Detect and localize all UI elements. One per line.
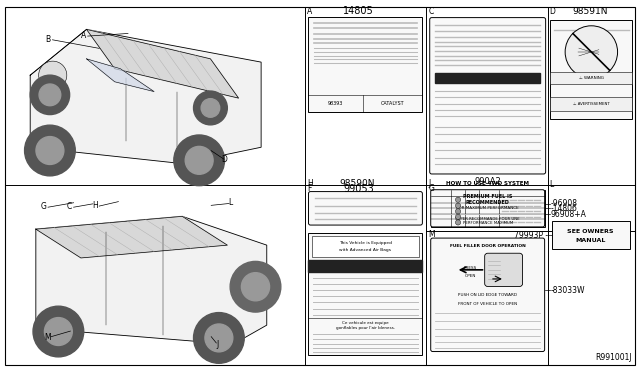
Text: -14806: -14806 (550, 204, 577, 213)
Text: CATALYST: CATALYST (381, 100, 404, 106)
Text: 99053: 99053 (343, 184, 374, 194)
Text: FRONT OF VEHICLE TO OPEN: FRONT OF VEHICLE TO OPEN (458, 302, 517, 306)
Circle shape (30, 75, 70, 115)
Bar (435, 73, 540, 83)
Text: F: F (307, 185, 312, 193)
Text: 98393: 98393 (328, 100, 344, 106)
Text: FUEL FILLER DOOR OPERATION: FUEL FILLER DOOR OPERATION (450, 244, 525, 248)
Circle shape (174, 135, 225, 186)
Circle shape (456, 209, 461, 214)
Text: PRESS: PRESS (464, 266, 477, 270)
Bar (308, 17, 422, 112)
Text: J: J (216, 340, 219, 349)
Polygon shape (36, 217, 267, 344)
Text: D: D (549, 7, 555, 16)
Text: M: M (45, 333, 51, 342)
Bar (431, 190, 545, 227)
Text: 79993P -: 79993P - (514, 231, 548, 240)
Text: 98591N: 98591N (572, 7, 608, 16)
Text: ⚠ WARNING: ⚠ WARNING (579, 76, 604, 80)
Text: L: L (228, 198, 232, 207)
Circle shape (33, 306, 84, 357)
Text: PUSH ON LID EDGE TOWARD: PUSH ON LID EDGE TOWARD (458, 293, 517, 297)
Text: PREMIUM FUEL IS: PREMIUM FUEL IS (463, 194, 513, 199)
Circle shape (185, 147, 213, 174)
Text: ⚠ AVERTISSEMENT: ⚠ AVERTISSEMENT (573, 102, 610, 106)
Circle shape (230, 262, 281, 312)
Circle shape (205, 324, 233, 352)
Text: Ce vehicule est equipe: Ce vehicule est equipe (342, 321, 388, 326)
Polygon shape (86, 29, 239, 98)
FancyBboxPatch shape (431, 190, 545, 227)
Text: D: D (221, 155, 227, 164)
FancyBboxPatch shape (484, 253, 523, 286)
Text: RECOMMENDED: RECOMMENDED (466, 200, 509, 205)
Text: H: H (92, 201, 97, 210)
FancyBboxPatch shape (431, 238, 545, 352)
Bar (550, 97, 632, 111)
Text: 14805: 14805 (343, 6, 374, 16)
Text: MANUAL: MANUAL (575, 238, 606, 243)
Text: G: G (428, 185, 434, 193)
Text: SEE OWNERS: SEE OWNERS (568, 229, 614, 234)
Circle shape (241, 273, 269, 301)
Text: HOW TO USE 4WD SYSTEM: HOW TO USE 4WD SYSTEM (446, 181, 529, 186)
Circle shape (456, 214, 461, 219)
Text: A: A (307, 7, 312, 16)
Circle shape (44, 318, 72, 346)
Text: 990A2: 990A2 (474, 177, 501, 186)
Bar (552, 221, 630, 249)
Circle shape (193, 91, 227, 125)
Text: M: M (428, 230, 435, 239)
Circle shape (456, 203, 461, 208)
FancyBboxPatch shape (429, 17, 546, 174)
Circle shape (24, 125, 76, 176)
Text: R991001J: R991001J (596, 353, 632, 362)
Bar (550, 72, 632, 84)
Circle shape (456, 220, 461, 225)
Text: gonflables pour l'air bleness.: gonflables pour l'air bleness. (336, 326, 395, 330)
Text: -83033W: -83033W (550, 286, 585, 295)
Polygon shape (86, 59, 154, 92)
Circle shape (38, 61, 67, 89)
Text: 96908+A: 96908+A (550, 210, 586, 219)
Text: OPEN: OPEN (465, 273, 476, 278)
Text: H: H (307, 179, 313, 188)
Text: FOR MAXIMUM PERFORMANCE: FOR MAXIMUM PERFORMANCE (456, 206, 519, 210)
Circle shape (456, 197, 461, 202)
Text: C: C (428, 7, 433, 16)
Bar (308, 260, 422, 272)
FancyBboxPatch shape (308, 192, 422, 225)
Text: SUPER RECOMMANDE POUR UNE: SUPER RECOMMANDE POUR UNE (456, 217, 520, 221)
Text: B: B (45, 35, 51, 44)
Polygon shape (36, 217, 227, 258)
Circle shape (39, 84, 61, 106)
Circle shape (193, 312, 244, 363)
Circle shape (36, 137, 64, 164)
Text: L: L (549, 180, 554, 189)
Text: PERFORMANCE MAXIMUM: PERFORMANCE MAXIMUM (463, 221, 513, 225)
Text: -96908: -96908 (550, 199, 577, 208)
Circle shape (565, 26, 618, 78)
Text: A: A (81, 31, 86, 40)
Circle shape (201, 99, 220, 117)
Text: 98590N: 98590N (339, 179, 374, 188)
Text: with Advanced Air Bags: with Advanced Air Bags (339, 248, 392, 252)
Text: G: G (40, 202, 47, 211)
Polygon shape (30, 29, 261, 164)
Text: This Vehicle is Equipped: This Vehicle is Equipped (339, 241, 392, 245)
Text: J: J (428, 179, 431, 188)
Text: C: C (67, 202, 72, 211)
Bar (312, 236, 419, 257)
Bar (308, 232, 422, 355)
Bar (550, 20, 632, 119)
